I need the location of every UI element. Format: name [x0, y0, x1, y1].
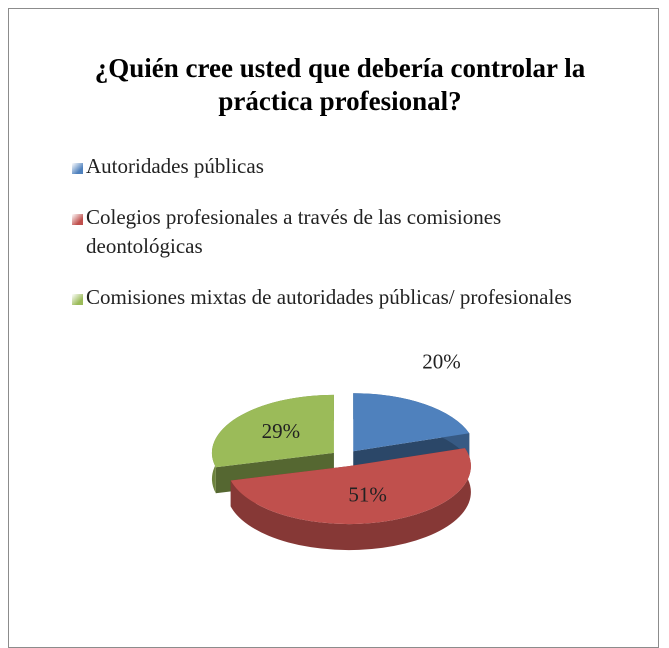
legend-label: Colegios profesionales a través de las c…	[86, 205, 502, 258]
data-label: 20%	[422, 349, 461, 373]
slice	[353, 393, 470, 452]
legend: Autoridades públicas Colegios profesional…	[72, 152, 592, 334]
legend-key	[72, 294, 83, 305]
legend-entry: Autoridades públicas	[72, 152, 592, 181]
legend-key	[72, 163, 83, 174]
legend-entry: Colegios profesionales a través de las c…	[72, 203, 592, 261]
slice-side	[230, 448, 471, 551]
data-label: 29%	[262, 419, 301, 443]
data-label: 51%	[348, 483, 387, 507]
legend-label: Autoridades públicas	[86, 154, 264, 178]
slice	[230, 448, 471, 551]
legend-entry: Comisiones mixtas de autoridades pública…	[72, 283, 592, 312]
chart-title: ¿Quién cree usted que debería controlar …	[94, 53, 586, 116]
slice	[230, 448, 471, 525]
legend-label: Comisiones mixtas de autoridades pública…	[86, 285, 572, 309]
slice	[211, 394, 334, 468]
legend-key	[72, 214, 83, 225]
chart: 20% 51% 29%	[211, 349, 471, 551]
